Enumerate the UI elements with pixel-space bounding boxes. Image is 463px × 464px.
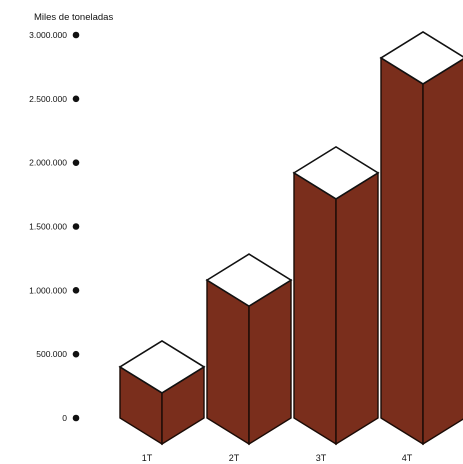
bar-face-left	[206, 278, 250, 446]
bar-face-top	[205, 253, 293, 308]
y-tick-label: 1.000.000	[29, 285, 67, 295]
bar-face-right	[335, 171, 379, 446]
y-tick-dot	[72, 350, 80, 358]
y-tick-dot	[72, 95, 80, 103]
x-tick-label: 3T	[316, 453, 327, 463]
bar-face-right	[248, 278, 292, 446]
bar	[292, 145, 380, 446]
y-tick-dot	[72, 223, 80, 230]
y-axis-ticks: 0 500.000 1.000.000 1.500.000 2.000.000 2.500…	[29, 30, 80, 423]
y-tick-label: 3.000.000	[29, 30, 67, 40]
y-tick-dot	[72, 159, 80, 166]
y-axis-label: Miles de toneladas	[34, 12, 113, 23]
y-tick-label: 2.500.000	[29, 94, 67, 104]
y-tick-dot	[72, 31, 80, 39]
y-tick-label: 0	[62, 413, 67, 423]
x-tick-label: 4T	[402, 453, 413, 463]
bar	[379, 31, 463, 446]
y-tick-dot	[72, 414, 80, 422]
x-tick-label: 2T	[229, 453, 240, 463]
bar-face-right	[422, 58, 463, 446]
bar	[118, 339, 206, 446]
x-axis-ticks: 1T 2T 3T 4T	[142, 453, 413, 463]
bar-face-top	[379, 31, 463, 85]
y-tick-label: 1.500.000	[29, 222, 67, 232]
y-tick-label: 2.000.000	[29, 158, 67, 168]
bar-face-top	[118, 339, 206, 394]
y-tick-dot	[72, 287, 80, 294]
bar-face-top	[292, 145, 380, 200]
bar-face-left	[293, 171, 337, 446]
x-tick-label: 1T	[142, 453, 153, 463]
bars	[118, 31, 463, 446]
bar	[205, 253, 293, 446]
y-tick-label: 500.000	[36, 349, 67, 359]
bar-face-left	[380, 56, 424, 446]
